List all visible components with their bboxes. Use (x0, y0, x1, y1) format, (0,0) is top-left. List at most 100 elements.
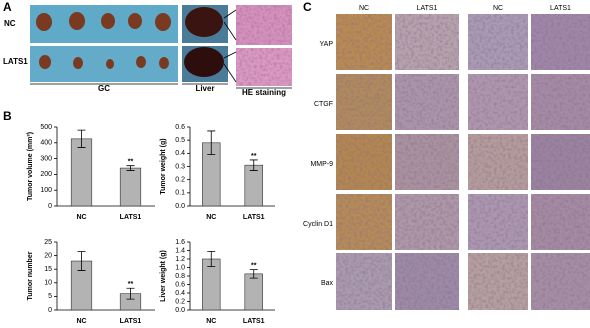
significance: ** (128, 281, 134, 288)
bar (119, 167, 142, 207)
y-tick-label: 0.6 (175, 124, 185, 131)
column-label: LATS1 (417, 5, 438, 12)
y-tick-label: 1.4 (175, 247, 185, 254)
y-tick-label: 300 (40, 155, 52, 162)
he-texture (236, 48, 292, 86)
y-tick-label: 1.6 (175, 239, 185, 246)
error-bar (77, 251, 86, 271)
x-tick-label: LATS1 (120, 214, 142, 221)
row-label: LATS1 (3, 57, 28, 66)
x-tick-label: LATS1 (243, 214, 265, 221)
y-tick-label: 0.0 (175, 203, 185, 210)
x-tick-label: NC (76, 318, 86, 325)
tumors (36, 12, 171, 69)
pointer-lines (30, 9, 292, 89)
y-tick-label: 0 (48, 203, 52, 210)
x-tick-label: NC (76, 214, 86, 221)
panel-label: A (3, 0, 12, 14)
ihc-texture (531, 253, 590, 310)
row-label: Bax (321, 280, 334, 287)
group-label: HE staining (242, 88, 286, 97)
error-bar (207, 250, 216, 268)
y-tick-label: 15 (44, 266, 52, 273)
ihc-texture (468, 194, 528, 250)
y-tick-label: 0.2 (175, 298, 185, 305)
photo-gc-lats1 (30, 46, 178, 82)
x-tick-label: NC (206, 214, 216, 221)
bar (244, 273, 263, 311)
ihc-texture (395, 74, 459, 130)
ihc-texture (395, 253, 459, 310)
ihc-texture (531, 194, 590, 250)
y-tick-label: 10 (44, 280, 52, 287)
x-tick-label: NC (206, 318, 216, 325)
liver (185, 7, 223, 37)
ihc-texture (395, 194, 459, 250)
y-tick-label: 0 (48, 307, 52, 314)
y-tick-label: 0.1 (175, 190, 185, 197)
he-texture (236, 5, 292, 45)
significance: ** (128, 159, 134, 166)
y-tick-label: 0.0 (175, 307, 185, 314)
panel-label: C (303, 0, 312, 14)
row-label: NC (4, 19, 16, 28)
y-tick-label: 5 (48, 293, 52, 300)
y-tick-label: 0.4 (175, 150, 185, 157)
ihc-texture (468, 134, 528, 190)
y-axis-label: Tumor weight (g) (160, 138, 167, 194)
error-bar (77, 129, 86, 148)
y-axis-label: Tumor volume (mm³) (27, 132, 34, 201)
bar (244, 164, 263, 207)
y-tick-label: 20 (44, 252, 52, 259)
ihc-texture (468, 14, 528, 70)
group-label: GC (98, 84, 110, 93)
ihc-texture (336, 14, 392, 70)
significance: ** (251, 153, 257, 160)
ihc-texture (531, 134, 590, 190)
significance: ** (251, 262, 257, 269)
column-label: NC (359, 5, 369, 12)
ihc-texture (531, 74, 590, 130)
ihc-texture (468, 253, 528, 310)
ihc-texture (395, 14, 459, 70)
panel-label: B (3, 109, 12, 123)
y-tick-label: 1.2 (175, 256, 185, 263)
error-bar (249, 269, 258, 279)
error-bar (207, 130, 216, 156)
ihc-texture (336, 74, 392, 130)
ihc-texture (468, 74, 528, 130)
y-axis-label: Liver weight (g) (160, 250, 167, 302)
x-tick-label: LATS1 (243, 318, 265, 325)
row-label: Cyclin D1 (303, 221, 333, 228)
ihc-texture (336, 194, 392, 250)
row-label: CTGF (314, 101, 333, 108)
y-tick-label: 500 (40, 124, 52, 131)
row-label: MMP-9 (310, 161, 333, 168)
y-tick-label: 0.6 (175, 281, 185, 288)
y-tick-label: 1.0 (175, 264, 185, 271)
y-tick-label: 0.5 (175, 137, 185, 144)
y-tick-label: 0.2 (175, 177, 185, 184)
error-bar (249, 159, 258, 171)
ihc-texture (395, 134, 459, 190)
y-tick-label: 200 (40, 171, 52, 178)
ihc-texture (336, 134, 392, 190)
column-label: LATS1 (550, 5, 571, 12)
error-bar (126, 165, 135, 171)
ihc-texture (531, 14, 590, 70)
row-label: YAP (320, 41, 334, 48)
group-label: Liver (195, 84, 214, 93)
y-tick-label: 400 (40, 140, 52, 147)
error-bar (126, 287, 135, 300)
y-tick-label: 100 (40, 187, 52, 194)
y-tick-label: 0.8 (175, 273, 185, 280)
ihc-texture (336, 253, 392, 310)
bar (70, 138, 93, 207)
x-tick-label: LATS1 (120, 318, 142, 325)
column-label: NC (493, 5, 503, 12)
y-tick-label: 0.3 (175, 163, 185, 170)
y-axis-label: Tumor number (27, 251, 34, 300)
liver (184, 47, 224, 77)
y-tick-label: 25 (44, 239, 52, 246)
